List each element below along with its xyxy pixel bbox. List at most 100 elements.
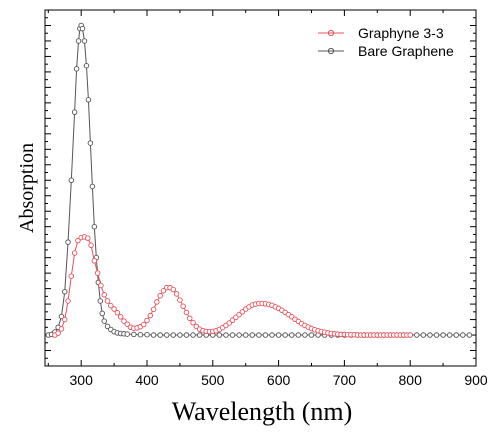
series-1-point bbox=[89, 183, 96, 190]
series-1-point bbox=[58, 313, 65, 320]
series-1-point bbox=[183, 332, 190, 338]
series-0-point bbox=[160, 288, 167, 294]
series-1-point bbox=[440, 332, 446, 338]
series-1-point bbox=[236, 332, 242, 338]
series-0-point bbox=[65, 298, 71, 304]
series-1-point bbox=[144, 331, 150, 338]
series-1-point bbox=[61, 288, 68, 295]
series-0-point bbox=[117, 314, 124, 320]
series-1-point bbox=[262, 332, 269, 338]
series-1-point bbox=[101, 318, 107, 324]
series-0-point bbox=[91, 257, 98, 264]
series-0-point bbox=[108, 302, 114, 309]
series-0-point bbox=[180, 303, 186, 310]
legend-marker-graphyne bbox=[327, 29, 335, 37]
series-1-point bbox=[223, 332, 229, 338]
series-1-point bbox=[282, 332, 288, 338]
series-1-point bbox=[104, 323, 111, 330]
x-axis-title: Wavelength (nm) bbox=[172, 397, 353, 426]
series-0-point bbox=[173, 291, 180, 297]
legend: Graphyne 3-3 Bare Graphene bbox=[318, 25, 454, 59]
series-1-point bbox=[420, 332, 427, 338]
series-0-point bbox=[88, 242, 94, 249]
series-0-point bbox=[157, 292, 163, 299]
series-0-point bbox=[150, 306, 157, 313]
x-tick-labels: 300 400 500 600 700 800 900 bbox=[70, 372, 488, 388]
series-1-point bbox=[71, 109, 78, 115]
legend-label-graphyne: Graphyne 3-3 bbox=[358, 25, 444, 41]
series-1-point bbox=[414, 332, 420, 338]
series-1-point bbox=[99, 310, 105, 317]
series-0-point bbox=[68, 273, 75, 279]
series-layer bbox=[45, 22, 473, 338]
series-0-point bbox=[55, 330, 61, 336]
series-1-point bbox=[137, 331, 144, 338]
series-1-point bbox=[91, 223, 98, 230]
series-1-point bbox=[157, 332, 163, 338]
series-0-point bbox=[111, 306, 117, 312]
series-0-point bbox=[177, 297, 183, 303]
series-1-point bbox=[87, 140, 94, 146]
series-0-point bbox=[85, 235, 91, 241]
series-0-point bbox=[144, 317, 150, 324]
x-tick-label: 500 bbox=[201, 372, 225, 388]
x-tick-label: 300 bbox=[70, 372, 94, 388]
series-1-point bbox=[229, 332, 236, 338]
series-0-point bbox=[121, 318, 127, 324]
series-1-point bbox=[460, 332, 466, 338]
series-0-point bbox=[170, 286, 177, 293]
series-1-point bbox=[131, 331, 137, 338]
series-0-point bbox=[71, 250, 78, 256]
series-1-point bbox=[216, 332, 223, 338]
series-1-point bbox=[68, 177, 75, 184]
legend-item-graphyne: Graphyne 3-3 bbox=[318, 25, 444, 41]
legend-item-bare-graphene: Bare Graphene bbox=[318, 43, 454, 59]
series-1-point bbox=[269, 332, 275, 338]
series-1-point bbox=[163, 332, 170, 338]
series-1-point bbox=[256, 332, 262, 338]
series-1-point bbox=[295, 332, 302, 338]
series-1-point bbox=[190, 332, 196, 338]
series-0-point bbox=[407, 332, 413, 338]
series-0-point bbox=[75, 237, 81, 244]
series-1-point bbox=[466, 332, 473, 338]
series-line-1 bbox=[48, 24, 470, 336]
series-1-point bbox=[65, 239, 71, 245]
plot-frame bbox=[44, 9, 477, 367]
series-1-point bbox=[150, 332, 157, 338]
series-1-point bbox=[124, 331, 131, 337]
series-1-point bbox=[433, 332, 440, 338]
x-tick-label: 600 bbox=[267, 372, 291, 388]
x-tick-label: 400 bbox=[135, 372, 159, 388]
series-1-point bbox=[83, 62, 90, 69]
x-tick-label: 800 bbox=[399, 372, 423, 388]
series-0-point bbox=[124, 321, 131, 327]
y-axis-title: Absorption bbox=[16, 143, 38, 233]
series-1-point bbox=[302, 332, 308, 338]
series-1-point bbox=[79, 25, 86, 32]
series-0-point bbox=[140, 321, 147, 328]
series-0-point bbox=[98, 282, 104, 289]
x-tick-label: 700 bbox=[333, 372, 357, 388]
series-1-point bbox=[242, 332, 249, 338]
series-1-point bbox=[427, 332, 433, 338]
series-0-point bbox=[58, 326, 65, 332]
series-1-point bbox=[85, 97, 92, 103]
series-1-point bbox=[170, 332, 177, 338]
series-1-point bbox=[453, 332, 460, 338]
series-0-point bbox=[61, 316, 68, 323]
series-1-point bbox=[196, 332, 203, 338]
series-1-point bbox=[289, 332, 295, 338]
series-0-point bbox=[183, 309, 190, 316]
series-0-point bbox=[190, 319, 196, 326]
series-1-point bbox=[275, 332, 282, 338]
legend-label-bare-graphene: Bare Graphene bbox=[358, 43, 454, 59]
series-1-point bbox=[446, 332, 453, 338]
series-0-point bbox=[94, 270, 101, 276]
series-1-point bbox=[308, 332, 315, 338]
series-0-point bbox=[147, 312, 154, 319]
series-0-point bbox=[101, 292, 107, 298]
series-0-point bbox=[154, 299, 160, 305]
series-0-point bbox=[104, 298, 111, 304]
